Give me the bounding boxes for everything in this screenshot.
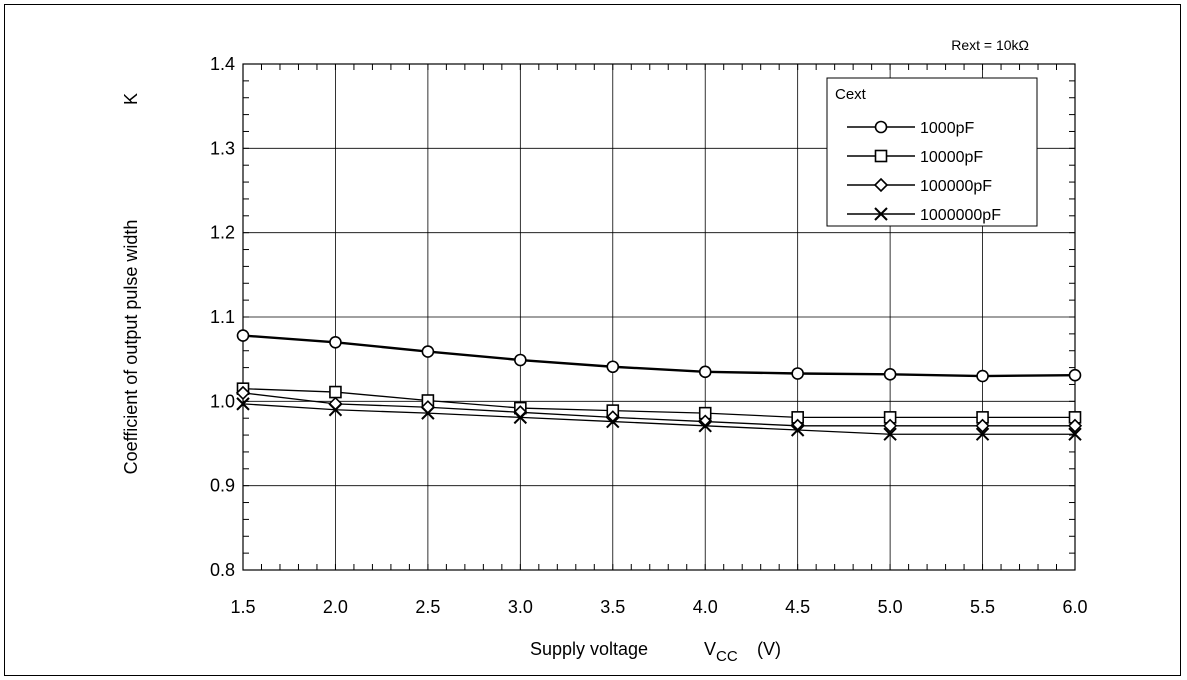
legend-label: 1000000pF	[920, 207, 1001, 224]
x-tick-labels: 1.5 2.0 2.5 3.0 3.5 4.0 4.5 5.0 5.5 6.0	[230, 597, 1087, 617]
legend-marker	[874, 207, 888, 221]
x-tick-label: 3.5	[600, 597, 625, 617]
legend-label: 10000pF	[920, 149, 983, 166]
series-line	[242, 334, 1076, 378]
y-tick-label: 1.3	[210, 138, 235, 158]
legend-label: 1000pF	[920, 120, 974, 137]
legend-item: 1000000pF	[847, 207, 1001, 224]
data-point	[421, 345, 435, 358]
series-100000pF	[235, 385, 1083, 433]
data-point	[882, 418, 898, 433]
legend-item: 10000pF	[847, 149, 983, 166]
data-point	[790, 423, 805, 437]
figure-frame: Rext = 10kΩ 1.5 2.0 2.5 3.0 3.5 4.0 4.5 5.0 5.5 6…	[4, 4, 1181, 676]
x-tick-label: 5.0	[878, 597, 903, 617]
x-tick-label: 6.0	[1062, 597, 1087, 617]
x-tick-label: 4.0	[693, 597, 718, 617]
legend-box	[826, 77, 1038, 227]
series-10000pF	[236, 382, 1082, 424]
data-point	[1068, 368, 1082, 382]
data-point	[328, 403, 343, 417]
data-point	[236, 329, 250, 342]
data-point	[235, 385, 251, 401]
y-tick-label: 1.0	[210, 391, 235, 411]
data-point	[605, 410, 620, 425]
series-1000pF	[236, 329, 1082, 383]
data-point	[328, 396, 343, 411]
series-line	[242, 392, 1075, 427]
legend: Cext 1000pF 10000pF 100000pF 1000000pF	[826, 77, 1038, 227]
data-point	[329, 335, 342, 349]
legend-item: 100000pF	[847, 177, 992, 195]
series-line	[242, 403, 1075, 435]
x-tick-label: 2.0	[323, 597, 348, 617]
data-point	[514, 353, 527, 367]
y-tick-label: 0.8	[210, 560, 235, 580]
data-point	[513, 410, 528, 425]
annotation-rext: Rext = 10kΩ	[951, 37, 1029, 53]
data-point	[236, 397, 250, 411]
legend-label: 100000pF	[920, 178, 992, 195]
legend-item: 1000pF	[847, 120, 974, 137]
data-point	[791, 367, 804, 380]
legend-marker	[874, 120, 888, 134]
x-axis-label-subscript: CC	[716, 648, 738, 665]
data-point	[975, 418, 990, 433]
series-line	[242, 388, 1075, 419]
data-point	[975, 427, 990, 441]
data-point	[790, 418, 805, 433]
x-tick-label: 2.5	[415, 597, 440, 617]
data-point	[1067, 418, 1083, 433]
y-axis-label-main: Coefficient of output pulse width	[121, 220, 141, 475]
data-point	[329, 385, 342, 399]
x-axis-title: Supply voltage VCC (V)	[530, 639, 781, 665]
y-tick-label: 1.1	[210, 307, 235, 327]
y-tick-labels: 0.8 0.9 1.0 1.1 1.2 1.3 1.4	[210, 54, 235, 580]
data-point	[606, 360, 620, 374]
data-point	[1068, 427, 1082, 441]
x-tick-label: 4.5	[785, 597, 810, 617]
legend-marker	[874, 149, 888, 163]
x-axis-label-main: Supply voltage	[530, 639, 648, 659]
data-point	[606, 414, 620, 429]
y-tick-label: 0.9	[210, 476, 235, 496]
y-axis-label-symbol: K	[121, 93, 141, 105]
legend-title: Cext	[835, 86, 867, 103]
x-axis-label-symbol: V	[704, 639, 716, 659]
y-tick-label: 1.2	[210, 223, 235, 243]
y-tick-label: 1.4	[210, 54, 235, 74]
data-point	[698, 365, 712, 379]
x-tick-label: 1.5	[230, 597, 255, 617]
plot-area	[242, 63, 1076, 571]
x-tick-label: 5.5	[970, 597, 995, 617]
data-point	[421, 406, 435, 420]
series-1000000pF	[236, 397, 1082, 441]
x-axis-label-unit: (V)	[757, 639, 781, 659]
data-point	[698, 414, 713, 429]
data-point	[883, 427, 897, 441]
series-layer	[235, 329, 1083, 441]
data-point	[883, 368, 897, 381]
data-point	[976, 369, 989, 383]
x-tick-label: 3.0	[508, 597, 533, 617]
legend-marker	[873, 177, 889, 193]
data-point	[698, 419, 712, 433]
chart: Rext = 10kΩ 1.5 2.0 2.5 3.0 3.5 4.0 4.5 5.0 5.5 6…	[121, 37, 1088, 665]
y-axis-title: Coefficient of output pulse width K	[121, 93, 141, 474]
